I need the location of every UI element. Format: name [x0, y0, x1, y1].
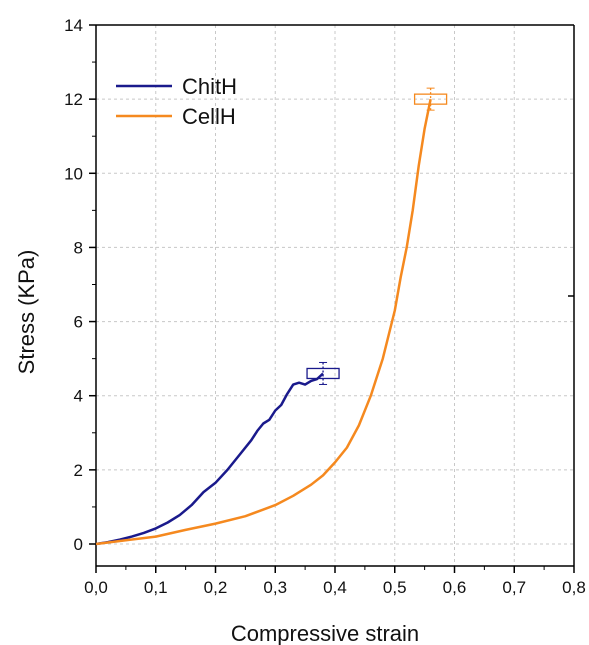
y-tick-label: 4: [74, 387, 83, 406]
y-tick-label: 6: [74, 313, 83, 332]
legend-label-cellh: CellH: [182, 104, 236, 129]
failure-marker-cellh: [413, 87, 448, 111]
axes: 0,0 0,1 0,2 0,3 0,4 0,5 0,6 0,7 0,8 0 2 4 6 8 10 12 14: [64, 16, 586, 597]
failure-markers: [306, 87, 448, 385]
x-tick-label: 0,1: [144, 578, 168, 597]
x-tick-label: 0,5: [383, 578, 407, 597]
y-tick-label: 10: [64, 164, 83, 183]
failure-marker-chith: [306, 361, 340, 385]
x-tick-label: 0,8: [562, 578, 586, 597]
x-tick-label: 0,0: [84, 578, 108, 597]
x-axis-title: Compressive strain: [231, 621, 419, 645]
y-tick-label: 14: [64, 16, 83, 35]
series-layer: [95, 98, 432, 546]
series-line-cellh: [95, 98, 432, 546]
legend-label-chith: ChitH: [182, 74, 237, 99]
y-tick-label: 2: [74, 461, 83, 480]
marker-box: [306, 367, 340, 380]
y-tick-label: 12: [64, 90, 83, 109]
x-tick-label: 0,7: [502, 578, 526, 597]
x-tick-label: 0,6: [443, 578, 467, 597]
y-tick-label: 8: [74, 238, 83, 257]
series-line-chith: [95, 372, 324, 546]
legend: ChitH CellH: [116, 74, 237, 129]
x-tick-label: 0,3: [263, 578, 287, 597]
x-tick-label: 0,4: [323, 578, 347, 597]
y-tick-label: 0: [74, 535, 83, 554]
y-axis-title: Stress (KPa): [14, 250, 39, 375]
grid: [96, 25, 574, 566]
x-tick-label: 0,2: [204, 578, 228, 597]
